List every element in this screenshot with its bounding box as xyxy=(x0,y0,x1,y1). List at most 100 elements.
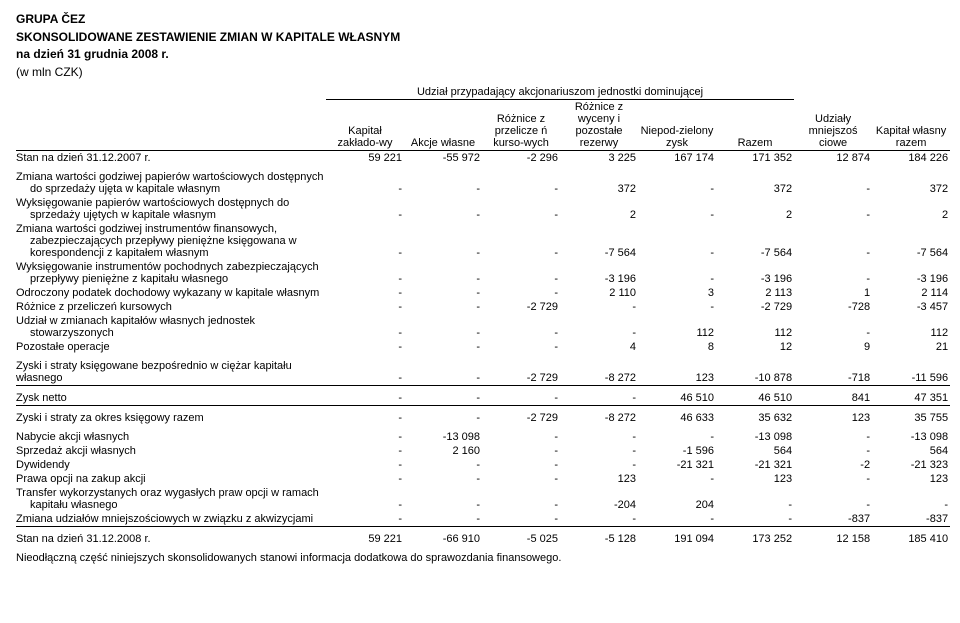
cell-value: 564 xyxy=(872,444,950,458)
cell-value: - xyxy=(326,222,404,260)
cell-value: - xyxy=(482,512,560,527)
cell-value: - xyxy=(404,405,482,425)
cell-value: - xyxy=(404,196,482,222)
col-header: Różnice z przelicze ń kurso-wych xyxy=(482,99,560,150)
cell-value: -7 564 xyxy=(716,222,794,260)
col-header: Razem xyxy=(716,99,794,150)
cell-value: 841 xyxy=(794,385,872,405)
net-profit-row: Zysk netto xyxy=(16,385,326,405)
cell-value: -13 098 xyxy=(872,425,950,444)
owner-tx-row: Sprzedaż akcji własnych xyxy=(16,444,326,458)
cell-value: -13 098 xyxy=(716,425,794,444)
cell-value: - xyxy=(794,486,872,512)
cell-value: - xyxy=(794,472,872,486)
cell-value: - xyxy=(326,458,404,472)
cell-value: -7 564 xyxy=(560,222,638,260)
cell-value: 4 xyxy=(560,340,638,354)
cell-value: - xyxy=(482,314,560,340)
cell-value: - xyxy=(326,260,404,286)
cell-value: -2 729 xyxy=(716,300,794,314)
cell-value: - xyxy=(482,444,560,458)
cell-value: - xyxy=(872,486,950,512)
cell-value: - xyxy=(794,222,872,260)
cell-value: 59 221 xyxy=(326,526,404,546)
cell-value: 3 xyxy=(638,286,716,300)
cell-value: - xyxy=(794,314,872,340)
cell-value: - xyxy=(638,300,716,314)
cell-value: - xyxy=(404,314,482,340)
cell-value: 123 xyxy=(716,472,794,486)
cell-value: - xyxy=(404,260,482,286)
cell-value: - xyxy=(482,340,560,354)
cell-value: 46 633 xyxy=(638,405,716,425)
cell-value: - xyxy=(326,472,404,486)
cell-value: - xyxy=(794,425,872,444)
cell-value: - xyxy=(404,354,482,386)
cell-value: - xyxy=(638,425,716,444)
cell-value: 372 xyxy=(872,165,950,196)
cell-value: - xyxy=(638,260,716,286)
cell-value: - xyxy=(404,385,482,405)
cell-value: 564 xyxy=(716,444,794,458)
cell-value: 1 xyxy=(794,286,872,300)
cell-value: - xyxy=(404,340,482,354)
cell-value: -8 272 xyxy=(560,405,638,425)
cell-value: 123 xyxy=(638,354,716,386)
cell-value: - xyxy=(404,512,482,527)
cell-value: - xyxy=(326,354,404,386)
cell-value: -837 xyxy=(872,512,950,527)
cell-value: - xyxy=(560,314,638,340)
cell-value: - xyxy=(404,486,482,512)
cell-value: - xyxy=(482,222,560,260)
cell-value: - xyxy=(482,425,560,444)
owner-tx-row: Dywidendy xyxy=(16,458,326,472)
cell-value: -3 196 xyxy=(716,260,794,286)
cell-value: - xyxy=(794,165,872,196)
cell-value: - xyxy=(794,260,872,286)
cell-value: 184 226 xyxy=(872,150,950,165)
cell-value: -21 321 xyxy=(638,458,716,472)
cell-value: -66 910 xyxy=(404,526,482,546)
cell-value: -13 098 xyxy=(404,425,482,444)
cell-value: 21 xyxy=(872,340,950,354)
cell-value: -837 xyxy=(794,512,872,527)
opening-balance: Stan na dzień 31.12.2007 r. xyxy=(16,150,326,165)
cell-value: - xyxy=(716,486,794,512)
col-header: Różnice z wyceny i pozostałe rezerwy xyxy=(560,99,638,150)
cell-value: 2 110 xyxy=(560,286,638,300)
unit-note: (w mln CZK) xyxy=(16,65,944,79)
cell-value: - xyxy=(638,512,716,527)
cell-value: - xyxy=(404,458,482,472)
cell-value: -5 128 xyxy=(560,526,638,546)
cell-value: 191 094 xyxy=(638,526,716,546)
cell-value: 2 160 xyxy=(404,444,482,458)
movement-row: Wyksięgowanie instrumentów pochodnych za… xyxy=(16,260,326,286)
cell-value: 9 xyxy=(794,340,872,354)
col-header: Niepod-zielony zysk xyxy=(638,99,716,150)
cell-value: - xyxy=(404,286,482,300)
group-header: Udział przypadający akcjonariuszom jedno… xyxy=(326,85,794,100)
movement-row: Odroczony podatek dochodowy wykazany w k… xyxy=(16,286,326,300)
cell-value: - xyxy=(482,196,560,222)
cell-value: - xyxy=(404,472,482,486)
cell-value: - xyxy=(404,300,482,314)
cell-value: -21 321 xyxy=(716,458,794,472)
cell-value: -11 596 xyxy=(872,354,950,386)
cell-value: - xyxy=(482,286,560,300)
cell-value: - xyxy=(326,314,404,340)
cell-value: - xyxy=(326,385,404,405)
cell-value: 173 252 xyxy=(716,526,794,546)
cell-value: - xyxy=(326,196,404,222)
movement-row: Wyksięgowanie papierów wartościowych dos… xyxy=(16,196,326,222)
equity-changes-table: Udział przypadający akcjonariuszom jedno… xyxy=(16,85,950,546)
cell-value: 12 xyxy=(716,340,794,354)
cell-value: -10 878 xyxy=(716,354,794,386)
col-header: Udziały mniejszoś ciowe xyxy=(794,99,872,150)
cell-value: 2 114 xyxy=(872,286,950,300)
cell-value: - xyxy=(560,300,638,314)
cell-value: 167 174 xyxy=(638,150,716,165)
cell-value: 112 xyxy=(872,314,950,340)
cell-value: -55 972 xyxy=(404,150,482,165)
movement-row: Różnice z przeliczeń kursowych xyxy=(16,300,326,314)
cell-value: - xyxy=(326,444,404,458)
